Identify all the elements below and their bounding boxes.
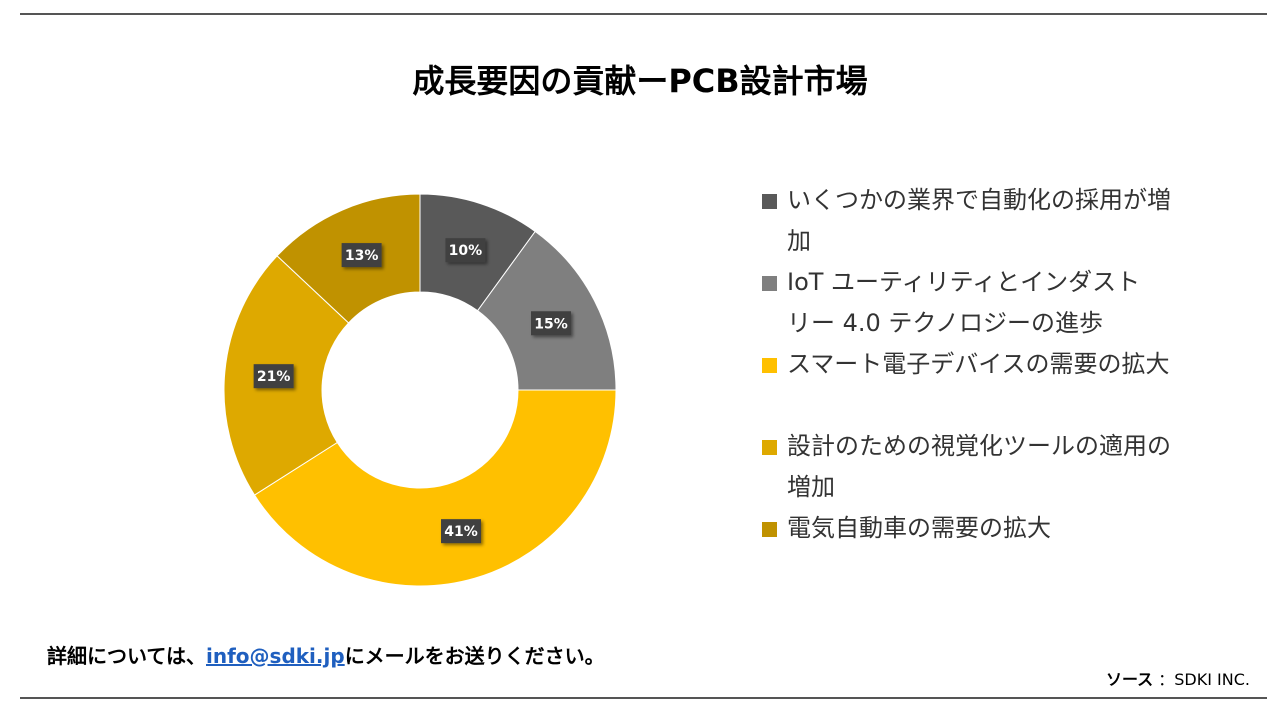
legend-swatch [762, 358, 777, 373]
legend-label-cont: リー 4.0 テクノロジーの進歩 [787, 309, 1103, 337]
legend-item-smart-devices: スマート電子デバイスの需要の拡大 [762, 344, 1232, 385]
slice-label-4: 21% [253, 364, 294, 389]
donut-chart: 10% 15% 41% 21% 13% [223, 193, 617, 587]
legend-item-ev: 電気自動車の需要の拡大 [762, 508, 1232, 549]
legend-swatch [762, 522, 777, 537]
contact-suffix: にメールをお送りください。 [344, 644, 605, 668]
email-link[interactable]: info@sdki.jp [206, 644, 345, 668]
slice-label-box [341, 243, 382, 268]
slice-label-text: 21% [257, 369, 291, 385]
donut-slice-3 [253, 389, 617, 587]
slice-label-2: 15% [530, 311, 571, 336]
legend-label-cont: 加 [787, 227, 811, 255]
slice-label-box [441, 519, 482, 544]
slice-label-box [530, 311, 571, 336]
legend-label: いくつかの業界で自動化の採用が増 [787, 186, 1171, 214]
legend-item-iot: IoT ユーティリティとインダスト リー 4.0 テクノロジーの進歩 [762, 262, 1232, 344]
legend-label: 設計のための視覚化ツールの適用の [787, 432, 1171, 460]
legend-label-cont: 増加 [787, 473, 835, 501]
chart-legend: いくつかの業界で自動化の採用が増 加 IoT ユーティリティとインダスト リー … [762, 180, 1232, 549]
source-label: ソース [1105, 670, 1154, 689]
legend-spacer [762, 385, 1232, 426]
contact-note: 詳細については、info@sdki.jpにメールをお送りください。 [47, 640, 605, 669]
source-value: ：SDKI INC. [1158, 670, 1250, 689]
slice-label-text: 15% [534, 316, 568, 332]
slice-label-text: 13% [345, 248, 379, 264]
slice-label-text: 10% [449, 243, 483, 259]
slice-label-1: 10% [445, 238, 486, 263]
bottom-divider [20, 697, 1267, 699]
legend-swatch [762, 440, 777, 455]
legend-swatch [762, 194, 777, 209]
contact-prefix: 詳細については、 [47, 644, 206, 668]
slice-label-5: 13% [341, 243, 382, 268]
legend-item-visualization: 設計のための視覚化ツールの適用の 増加 [762, 426, 1232, 508]
legend-item-automation: いくつかの業界で自動化の採用が増 加 [762, 180, 1232, 262]
slice-label-text: 41% [444, 524, 478, 540]
source-note: ソース ：SDKI INC. [1106, 666, 1250, 690]
legend-label: スマート電子デバイスの需要の拡大 [787, 350, 1170, 378]
legend-swatch [762, 276, 777, 291]
slice-label-box [445, 238, 486, 263]
slice-label-3: 41% [441, 519, 482, 544]
top-divider [20, 13, 1267, 15]
legend-label: IoT ユーティリティとインダスト [787, 268, 1141, 296]
chart-title: 成長要因の貢献ーPCB設計市場 [412, 62, 868, 100]
slice-label-box [253, 364, 294, 389]
legend-label: 電気自動車の需要の拡大 [787, 514, 1051, 542]
